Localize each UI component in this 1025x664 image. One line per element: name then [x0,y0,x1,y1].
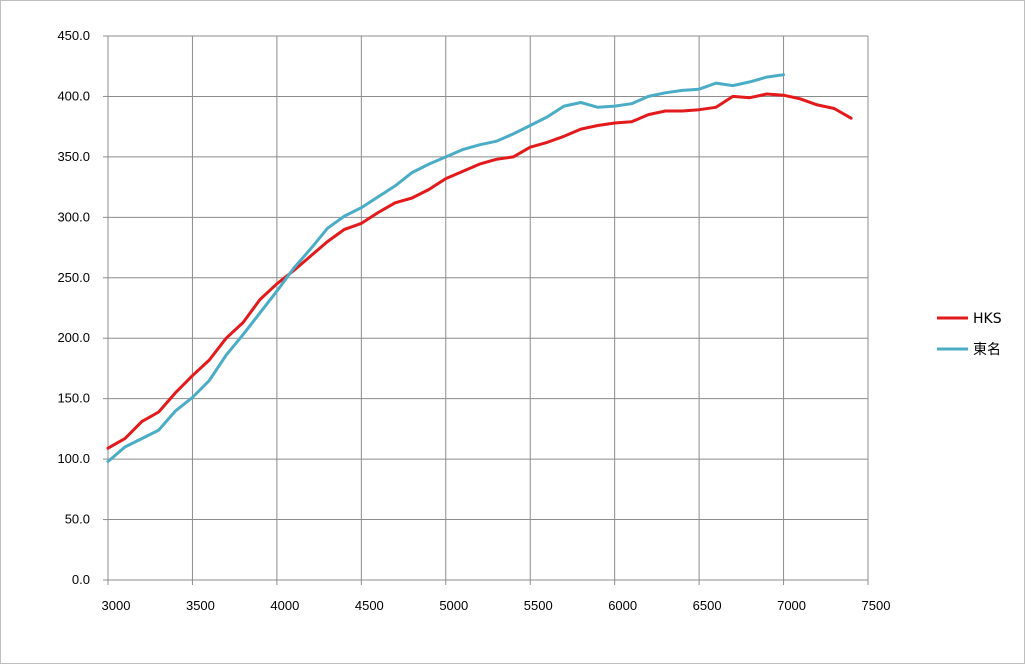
y-tick-label: 100.0 [57,451,90,466]
legend-label: 東名 [973,342,1001,358]
y-tick-label: 250.0 [57,270,90,285]
y-tick-label: 300.0 [57,209,90,224]
x-tick-label: 6500 [693,598,722,613]
x-tick-label: 7000 [777,598,806,613]
y-tick-label: 400.0 [57,88,90,103]
y-tick-label: 450.0 [57,28,90,43]
x-tick-label: 4500 [355,598,384,613]
x-tick-label: 5500 [524,598,553,613]
y-tick-label: 50.0 [65,512,90,527]
y-tick-label: 0.0 [72,572,90,587]
grid-lines [107,35,869,581]
y-tick-label: 200.0 [57,330,90,345]
y-tick-label: 150.0 [57,391,90,406]
series-lines [106,73,853,463]
legend: HKS 東名 [937,311,1002,358]
axes [103,35,869,585]
y-tick-label: 350.0 [57,149,90,164]
series-line-hks [106,92,853,450]
x-tick-label: 4000 [270,598,299,613]
x-tick-labels: 3000 3500 4000 4500 5000 5500 6000 6500 7000 7500 [102,598,891,613]
x-tick-label: 3000 [102,598,131,613]
x-tick-label: 5000 [439,598,468,613]
y-tick-labels: 0.0 50.0 100.0 150.0 200.0 250.0 300.0 350.0 400… [57,28,90,587]
series-line-tomei [106,73,786,463]
x-tick-label: 3500 [186,598,215,613]
x-tick-label: 6000 [608,598,637,613]
x-tick-label: 7500 [862,598,891,613]
legend-label: HKS [973,311,1002,327]
